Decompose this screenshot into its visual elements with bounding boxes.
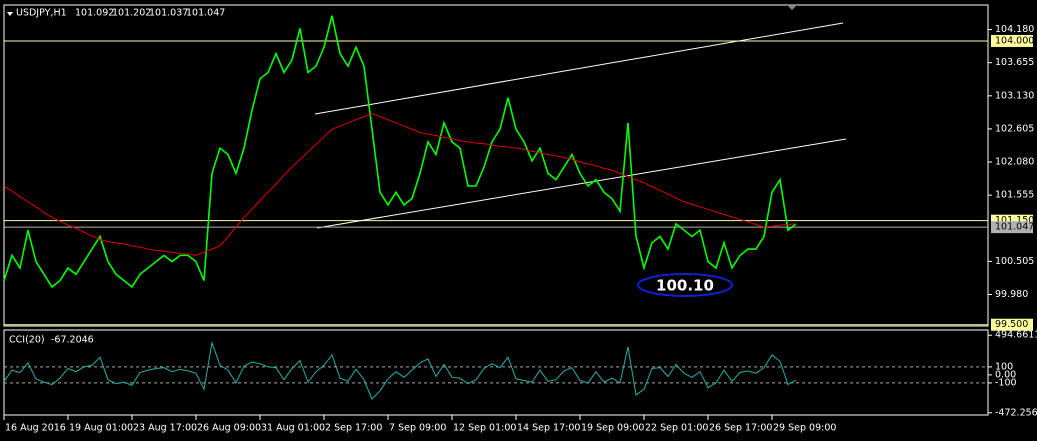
y-tick-label: 0.00: [995, 369, 1016, 380]
x-tick-label: 22 Sep 01:00: [645, 423, 708, 434]
indicator-value: -67.2046: [51, 335, 94, 346]
annotation-ellipse: [637, 273, 733, 297]
price-panel: [3, 4, 989, 327]
series-line: [3, 15, 797, 289]
quote: 101.047: [186, 8, 225, 19]
indicator-name: CCI(20): [9, 335, 45, 346]
quote: 101.037: [149, 8, 188, 19]
y-tick-label: 102.080: [995, 157, 1034, 168]
x-tick-label: 26 Sep 17:00: [709, 423, 772, 434]
y-tick-label: 100.505: [995, 256, 1034, 267]
annotation: 100.10: [656, 277, 714, 295]
y-tick-label: 104.180: [995, 24, 1034, 35]
y-tick-label: 103.130: [995, 90, 1034, 101]
level-label: 101.150: [995, 215, 1034, 226]
x-tick-label: 19 Aug 01:00: [69, 423, 133, 434]
x-tick-label: 7 Sep 09:00: [389, 423, 446, 434]
x-tick-label: 2 Sep 17:00: [325, 423, 382, 434]
channel-line: [314, 22, 844, 115]
level-label-box: [991, 318, 1033, 331]
symbol: USDJPY,H1: [16, 8, 67, 19]
x-tick-label: 31 Aug 01:00: [261, 423, 325, 434]
channel-line: [316, 138, 847, 229]
menu-arrow[interactable]: [7, 12, 13, 16]
x-tick-label: 29 Sep 09:00: [773, 423, 836, 434]
x-tick-label: 14 Sep 17:00: [517, 423, 580, 434]
series-line: [3, 112, 797, 256]
level-label: 99.500: [995, 319, 1028, 330]
level-label-box: [991, 34, 1033, 47]
y-tick-label: 99.980: [995, 289, 1028, 300]
quote: 101.092: [75, 8, 114, 19]
cci-panel: [3, 329, 989, 416]
shift-marker: [787, 5, 797, 10]
y-tick-label: 494.6611: [995, 330, 1037, 341]
y-tick-label: -100: [995, 377, 1017, 388]
level-label: 101.047: [995, 222, 1034, 233]
x-tick-label: 26 Aug 09:00: [197, 423, 261, 434]
x-tick-label: 23 Aug 17:00: [133, 423, 197, 434]
quote: 101.202: [112, 8, 151, 19]
y-tick-label: 102.605: [995, 123, 1034, 134]
x-tick-label: 19 Sep 09:00: [581, 423, 644, 434]
series-line: [3, 340, 797, 400]
level-label: 104.000: [995, 35, 1034, 46]
x-tick-label: 12 Sep 01:00: [453, 423, 516, 434]
y-tick-label: 103.655: [995, 57, 1034, 68]
level-label-box: [991, 221, 1033, 234]
x-tick-label: 16 Aug 2016: [5, 423, 66, 434]
y-tick-label: -472.2561: [995, 407, 1037, 418]
y-tick-label: 101.555: [995, 190, 1034, 201]
y-tick-label: 100: [995, 361, 1013, 372]
